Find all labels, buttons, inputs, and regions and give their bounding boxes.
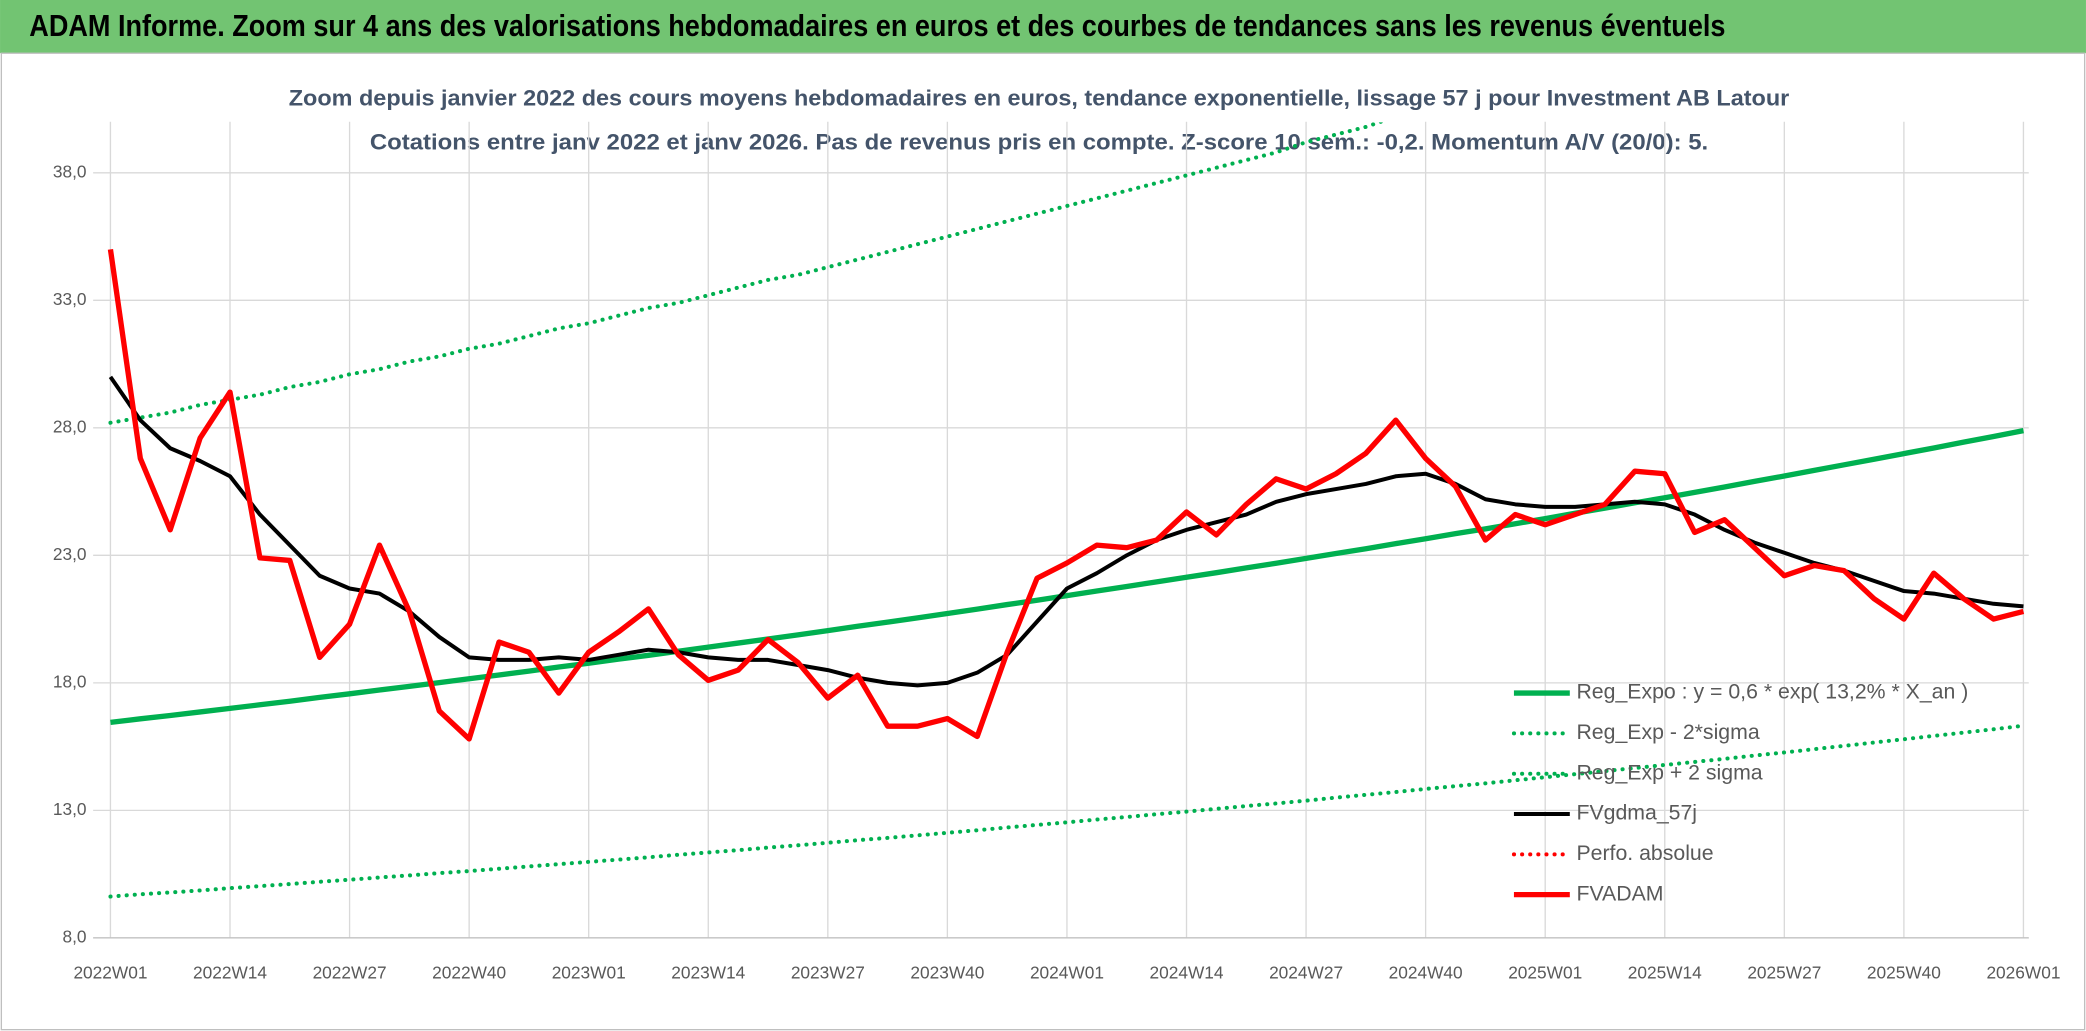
chart-subtitle: Cotations entre janv 2022 et janv 2026. … — [370, 130, 1708, 155]
x-tick-label: 2024W14 — [1150, 962, 1224, 982]
plot-area — [107, 122, 2026, 899]
legend-label: Perfo. absolue — [1576, 841, 1713, 865]
series-line — [108, 723, 2026, 899]
y-tick-label: 18,0 — [53, 671, 87, 691]
x-tick-label: 2024W40 — [1389, 962, 1463, 982]
x-tick-label: 2025W14 — [1628, 962, 1702, 982]
x-tick-label: 2022W01 — [73, 962, 147, 982]
x-tick-label: 2025W40 — [1867, 962, 1941, 982]
legend-label: Reg_Expo : y = 0,6 * exp( 13,2% * X_an ) — [1576, 680, 1968, 704]
x-tick-label: 2023W14 — [671, 962, 745, 982]
x-tick-label: 2023W40 — [910, 962, 984, 982]
header-title: ADAM Informe. Zoom sur 4 ans des valoris… — [29, 9, 1725, 43]
x-tick-label: 2024W01 — [1030, 962, 1104, 982]
series-line — [108, 122, 1386, 425]
y-tick-label: 28,0 — [53, 416, 87, 436]
chart-title: Zoom depuis janvier 2022 des cours moyen… — [289, 86, 1790, 111]
y-tick-label: 13,0 — [53, 799, 87, 819]
x-tick-label: 2023W27 — [791, 962, 865, 982]
x-tick-label: 2022W14 — [193, 962, 267, 982]
x-tick-label: 2022W27 — [313, 962, 387, 982]
y-tick-label: 23,0 — [53, 544, 87, 564]
y-tick-label: 33,0 — [53, 289, 87, 309]
legend-label: FVgdma_57j — [1576, 801, 1697, 825]
x-tick-label: 2026W01 — [1986, 962, 2060, 982]
legend-label: Reg_Exp - 2*sigma — [1576, 720, 1759, 744]
x-tick-label: 2024W27 — [1269, 962, 1343, 982]
x-tick-label: 2023W01 — [552, 962, 626, 982]
chart-frame — [0, 52, 2086, 1031]
y-tick-label: 8,0 — [62, 926, 86, 946]
legend-label: Reg_Exp + 2 sigma — [1576, 760, 1762, 784]
series-line — [108, 375, 2024, 688]
series-line — [107, 248, 2025, 742]
header-bar — [0, 0, 2086, 54]
legend-label: FVADAM — [1576, 881, 1663, 905]
y-tick-label: 38,0 — [53, 161, 87, 181]
x-tick-label: 2025W27 — [1747, 962, 1821, 982]
x-tick-label: 2025W01 — [1508, 962, 1582, 982]
x-tick-label: 2022W40 — [432, 962, 506, 982]
